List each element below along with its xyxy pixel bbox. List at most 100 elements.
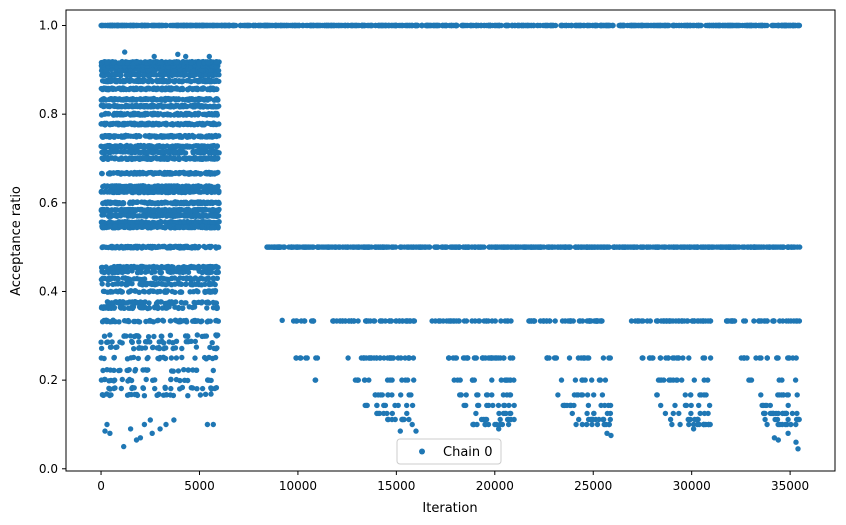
data-point: [111, 134, 117, 140]
data-point: [99, 281, 105, 287]
data-point: [183, 281, 189, 287]
data-point: [100, 96, 106, 102]
data-point: [107, 332, 113, 338]
data-point: [139, 219, 145, 225]
data-point: [110, 86, 116, 93]
data-point: [303, 22, 309, 29]
data-point: [132, 366, 139, 373]
data-point: [163, 199, 170, 206]
data-point: [552, 22, 559, 29]
data-point: [569, 22, 575, 29]
data-point: [110, 281, 116, 288]
data-point: [123, 132, 129, 139]
data-point: [160, 317, 166, 323]
data-point: [167, 332, 174, 338]
data-point: [189, 72, 196, 79]
data-point: [98, 377, 105, 383]
data-point: [110, 103, 117, 109]
data-point: [194, 386, 200, 392]
data-point: [170, 72, 177, 78]
data-point: [176, 171, 182, 177]
data-point: [717, 22, 724, 29]
data-point: [121, 22, 128, 29]
data-point: [136, 156, 142, 162]
data-point: [160, 143, 166, 149]
data-point: [169, 299, 175, 305]
data-point: [111, 59, 117, 65]
data-point: [154, 183, 161, 189]
data-point: [111, 200, 117, 206]
data-point: [165, 156, 171, 162]
data-point: [188, 244, 195, 251]
data-point: [134, 199, 141, 205]
data-point: [637, 22, 644, 29]
data-point: [215, 224, 221, 230]
data-point: [204, 86, 211, 93]
data-point: [199, 385, 206, 392]
data-point: [270, 22, 276, 29]
data-point: [168, 318, 174, 324]
data-point: [138, 263, 144, 270]
data-point: [192, 156, 198, 162]
data-point: [154, 304, 161, 310]
data-point: [563, 22, 569, 29]
data-point: [257, 22, 263, 29]
data-point: [215, 183, 221, 189]
data-point: [148, 288, 154, 294]
data-point: [101, 111, 108, 117]
data-point: [152, 200, 159, 207]
data-point: [154, 264, 160, 270]
data-point: [100, 367, 106, 374]
data-point: [210, 199, 216, 206]
data-point: [284, 22, 291, 29]
data-point: [174, 133, 180, 139]
data-point: [576, 22, 582, 29]
data-point: [211, 121, 217, 127]
data-point: [211, 22, 217, 29]
data-point: [100, 288, 107, 294]
data-point: [123, 102, 129, 109]
data-point: [172, 243, 178, 250]
data-point: [136, 213, 142, 219]
data-point: [109, 121, 115, 128]
data-point: [147, 59, 154, 65]
data-point: [558, 22, 564, 29]
data-point: [189, 304, 196, 311]
data-point: [146, 72, 152, 79]
data-point: [116, 367, 122, 374]
data-point: [778, 22, 784, 29]
data-point: [210, 305, 217, 311]
data-point: [100, 392, 107, 398]
data-point: [150, 121, 156, 127]
data-point: [145, 22, 151, 29]
data-point: [111, 96, 118, 102]
data-point: [135, 72, 141, 79]
data-point: [127, 97, 133, 103]
data-point: [99, 133, 105, 139]
data-point: [296, 22, 302, 29]
data-point: [137, 78, 143, 85]
data-point: [112, 78, 119, 85]
data-point: [135, 355, 141, 362]
data-point: [213, 96, 219, 102]
data-point: [101, 355, 107, 362]
data-point: [168, 376, 174, 382]
data-point: [174, 143, 181, 149]
data-point: [434, 22, 441, 29]
data-point: [120, 200, 126, 207]
data-point: [107, 77, 113, 84]
data-point: [131, 318, 137, 325]
data-point: [188, 78, 194, 85]
data-point: [148, 143, 154, 149]
data-point: [101, 183, 108, 189]
data-point: [211, 150, 217, 156]
data-point: [141, 276, 148, 282]
data-point: [179, 305, 186, 311]
data-point: [467, 22, 473, 29]
data-point: [132, 22, 139, 29]
data-point: [109, 339, 115, 345]
data-point: [159, 133, 166, 140]
data-point: [795, 22, 801, 29]
data-point: [139, 97, 146, 103]
